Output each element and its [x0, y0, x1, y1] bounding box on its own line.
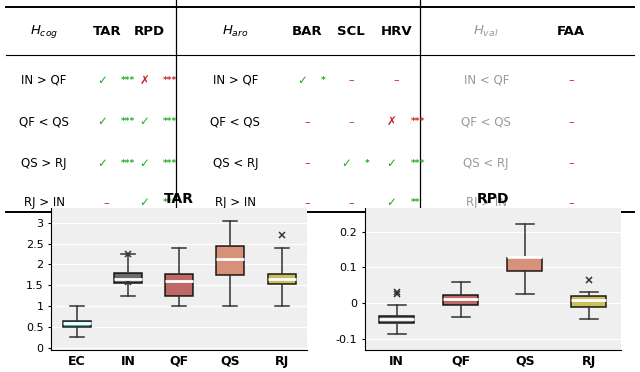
Text: SCL: SCL [337, 25, 365, 38]
Text: ✗: ✗ [387, 115, 396, 128]
PathPatch shape [507, 259, 543, 271]
Text: –: – [349, 117, 354, 127]
Text: IN < QF: IN < QF [463, 74, 509, 87]
Text: ✗: ✗ [140, 74, 149, 87]
Text: –: – [568, 158, 573, 168]
Text: ✓: ✓ [341, 157, 351, 170]
Text: QS < RJ: QS < RJ [212, 157, 258, 170]
Text: ***: *** [120, 159, 135, 168]
PathPatch shape [114, 273, 142, 283]
Text: ***: *** [163, 159, 177, 168]
Text: $H_{aro}$: $H_{aro}$ [222, 23, 249, 39]
Text: ✓: ✓ [387, 196, 396, 209]
PathPatch shape [63, 321, 91, 327]
Text: QS < RJ: QS < RJ [463, 157, 509, 170]
Text: ***: *** [163, 117, 177, 126]
Text: *: * [365, 159, 370, 168]
Text: ✓: ✓ [97, 115, 107, 128]
Text: RJ > IN: RJ > IN [215, 196, 256, 209]
Title: RPD: RPD [477, 192, 509, 206]
Title: TAR: TAR [164, 192, 194, 206]
Text: ✓: ✓ [387, 157, 396, 170]
PathPatch shape [443, 295, 479, 305]
Text: –: – [305, 158, 310, 168]
Text: ***: *** [410, 159, 424, 168]
Text: QF < QS: QF < QS [461, 115, 511, 128]
Text: ***: *** [410, 117, 424, 126]
Text: –: – [305, 198, 310, 208]
Text: QF < QS: QF < QS [211, 115, 260, 128]
PathPatch shape [379, 316, 415, 323]
Text: $H_{val}$: $H_{val}$ [474, 23, 499, 39]
PathPatch shape [216, 246, 244, 275]
Text: –: – [104, 198, 109, 208]
Text: TAR: TAR [92, 25, 121, 38]
Text: FAA: FAA [557, 25, 585, 38]
PathPatch shape [268, 273, 296, 285]
Text: IN > QF: IN > QF [212, 74, 258, 87]
Text: ***: *** [120, 76, 135, 85]
PathPatch shape [571, 296, 607, 307]
Text: ✓: ✓ [140, 157, 149, 170]
Text: HRV: HRV [381, 25, 412, 38]
Text: ***: *** [120, 117, 135, 126]
Text: –: – [394, 76, 399, 86]
Text: ✓: ✓ [140, 196, 149, 209]
Text: RJ > IN: RJ > IN [24, 196, 65, 209]
Text: RPD: RPD [134, 25, 165, 38]
Text: *: * [321, 76, 326, 85]
Text: QS > RJ: QS > RJ [21, 157, 67, 170]
Text: ***: *** [163, 76, 177, 85]
Text: –: – [568, 76, 573, 86]
Text: –: – [568, 117, 573, 127]
Text: QF < QS: QF < QS [19, 115, 69, 128]
Text: IN > QF: IN > QF [21, 74, 67, 87]
Text: $H_{cog}$: $H_{cog}$ [30, 23, 58, 39]
Text: BAR: BAR [292, 25, 323, 38]
Text: ***: *** [163, 198, 177, 207]
Text: –: – [305, 117, 310, 127]
PathPatch shape [165, 273, 193, 296]
Text: RJ > IN: RJ > IN [466, 196, 507, 209]
Text: ✓: ✓ [140, 115, 149, 128]
Text: –: – [349, 76, 354, 86]
Text: **: ** [410, 198, 420, 207]
Text: ✓: ✓ [97, 74, 107, 87]
Text: ✓: ✓ [298, 74, 307, 87]
Text: –: – [568, 198, 573, 208]
Text: ✓: ✓ [97, 157, 107, 170]
Text: –: – [349, 198, 354, 208]
